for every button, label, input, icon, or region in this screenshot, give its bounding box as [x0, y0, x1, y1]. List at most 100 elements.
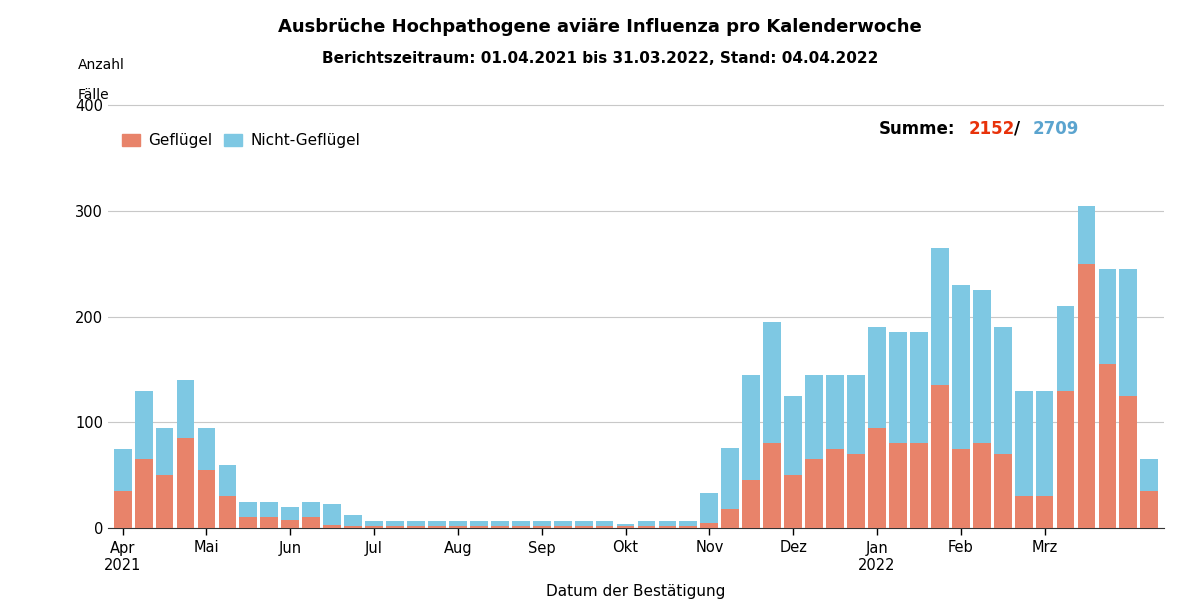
Bar	[344, 515, 362, 526]
Bar	[512, 526, 529, 528]
Bar	[617, 524, 635, 526]
Bar	[533, 526, 551, 528]
Bar	[302, 517, 320, 528]
Text: Ausbrüche Hochpathogene aviäre Influenza pro Kalenderwoche: Ausbrüche Hochpathogene aviäre Influenza…	[278, 18, 922, 36]
Bar	[763, 322, 781, 443]
Bar	[1120, 396, 1138, 528]
Text: 2152: 2152	[968, 119, 1015, 137]
Bar	[365, 521, 383, 526]
Bar	[826, 449, 844, 528]
Bar	[134, 459, 152, 528]
X-axis label: Datum der Bestätigung: Datum der Bestätigung	[546, 584, 726, 599]
Bar	[365, 526, 383, 528]
Bar	[198, 470, 215, 528]
Bar	[428, 526, 446, 528]
Bar	[575, 521, 593, 526]
Bar	[785, 475, 802, 528]
Bar	[721, 509, 739, 528]
Bar	[763, 443, 781, 528]
Bar	[218, 464, 236, 496]
Bar	[785, 396, 802, 475]
Bar	[156, 428, 174, 475]
Bar	[805, 459, 823, 528]
Bar	[637, 526, 655, 528]
Bar	[1078, 264, 1096, 528]
Bar	[743, 375, 760, 481]
Bar	[973, 290, 991, 443]
Bar	[994, 454, 1012, 528]
Bar	[910, 332, 928, 443]
Bar	[449, 526, 467, 528]
Text: 2709: 2709	[1033, 119, 1080, 137]
Bar	[910, 443, 928, 528]
Bar	[553, 526, 571, 528]
Bar	[407, 521, 425, 526]
Bar	[470, 526, 487, 528]
Bar	[553, 521, 571, 526]
Text: Anzahl: Anzahl	[78, 58, 125, 72]
Bar	[470, 521, 487, 526]
Bar	[743, 481, 760, 528]
Bar	[260, 517, 278, 528]
Bar	[889, 443, 907, 528]
Bar	[1098, 364, 1116, 528]
Bar	[637, 521, 655, 526]
Bar	[659, 521, 677, 526]
Bar	[114, 449, 132, 491]
Bar	[805, 375, 823, 459]
Bar	[1078, 206, 1096, 264]
Bar	[994, 327, 1012, 454]
Bar	[1098, 269, 1116, 364]
Bar	[1015, 496, 1032, 528]
Bar	[1057, 306, 1074, 391]
Bar	[889, 332, 907, 443]
Bar	[973, 443, 991, 528]
Bar	[449, 521, 467, 526]
Bar	[1140, 459, 1158, 491]
Bar	[176, 380, 194, 438]
Bar	[344, 526, 362, 528]
Bar	[260, 502, 278, 517]
Bar	[575, 526, 593, 528]
Bar	[721, 448, 739, 509]
Bar	[1036, 496, 1054, 528]
Bar	[491, 526, 509, 528]
Text: Berichtszeitraum: 01.04.2021 bis 31.03.2022, Stand: 04.04.2022: Berichtszeitraum: 01.04.2021 bis 31.03.2…	[322, 51, 878, 66]
Bar	[679, 526, 697, 528]
Bar	[533, 521, 551, 526]
Bar	[1120, 269, 1138, 396]
Bar	[386, 521, 404, 526]
Bar	[407, 526, 425, 528]
Bar	[386, 526, 404, 528]
Bar	[679, 521, 697, 526]
Bar	[847, 375, 865, 454]
Bar	[1057, 391, 1074, 528]
Bar	[491, 521, 509, 526]
Bar	[134, 391, 152, 459]
Bar	[1140, 491, 1158, 528]
Bar	[281, 507, 299, 520]
Bar	[428, 521, 446, 526]
Bar	[701, 493, 719, 523]
Bar	[302, 502, 320, 517]
Bar	[198, 428, 215, 470]
Text: /: /	[1014, 119, 1020, 137]
Bar	[868, 327, 886, 428]
Bar	[240, 517, 257, 528]
Bar	[512, 521, 529, 526]
Bar	[931, 385, 949, 528]
Bar	[931, 248, 949, 385]
Text: Summe:: Summe:	[878, 119, 955, 137]
Bar	[595, 521, 613, 526]
Bar	[659, 526, 677, 528]
Bar	[1036, 391, 1054, 496]
Legend: Geflügel, Nicht-Geflügel: Geflügel, Nicht-Geflügel	[115, 127, 366, 154]
Bar	[176, 438, 194, 528]
Bar	[952, 449, 970, 528]
Bar	[701, 523, 719, 528]
Bar	[281, 520, 299, 528]
Bar	[323, 503, 341, 525]
Bar	[868, 428, 886, 528]
Bar	[847, 454, 865, 528]
Bar	[156, 475, 174, 528]
